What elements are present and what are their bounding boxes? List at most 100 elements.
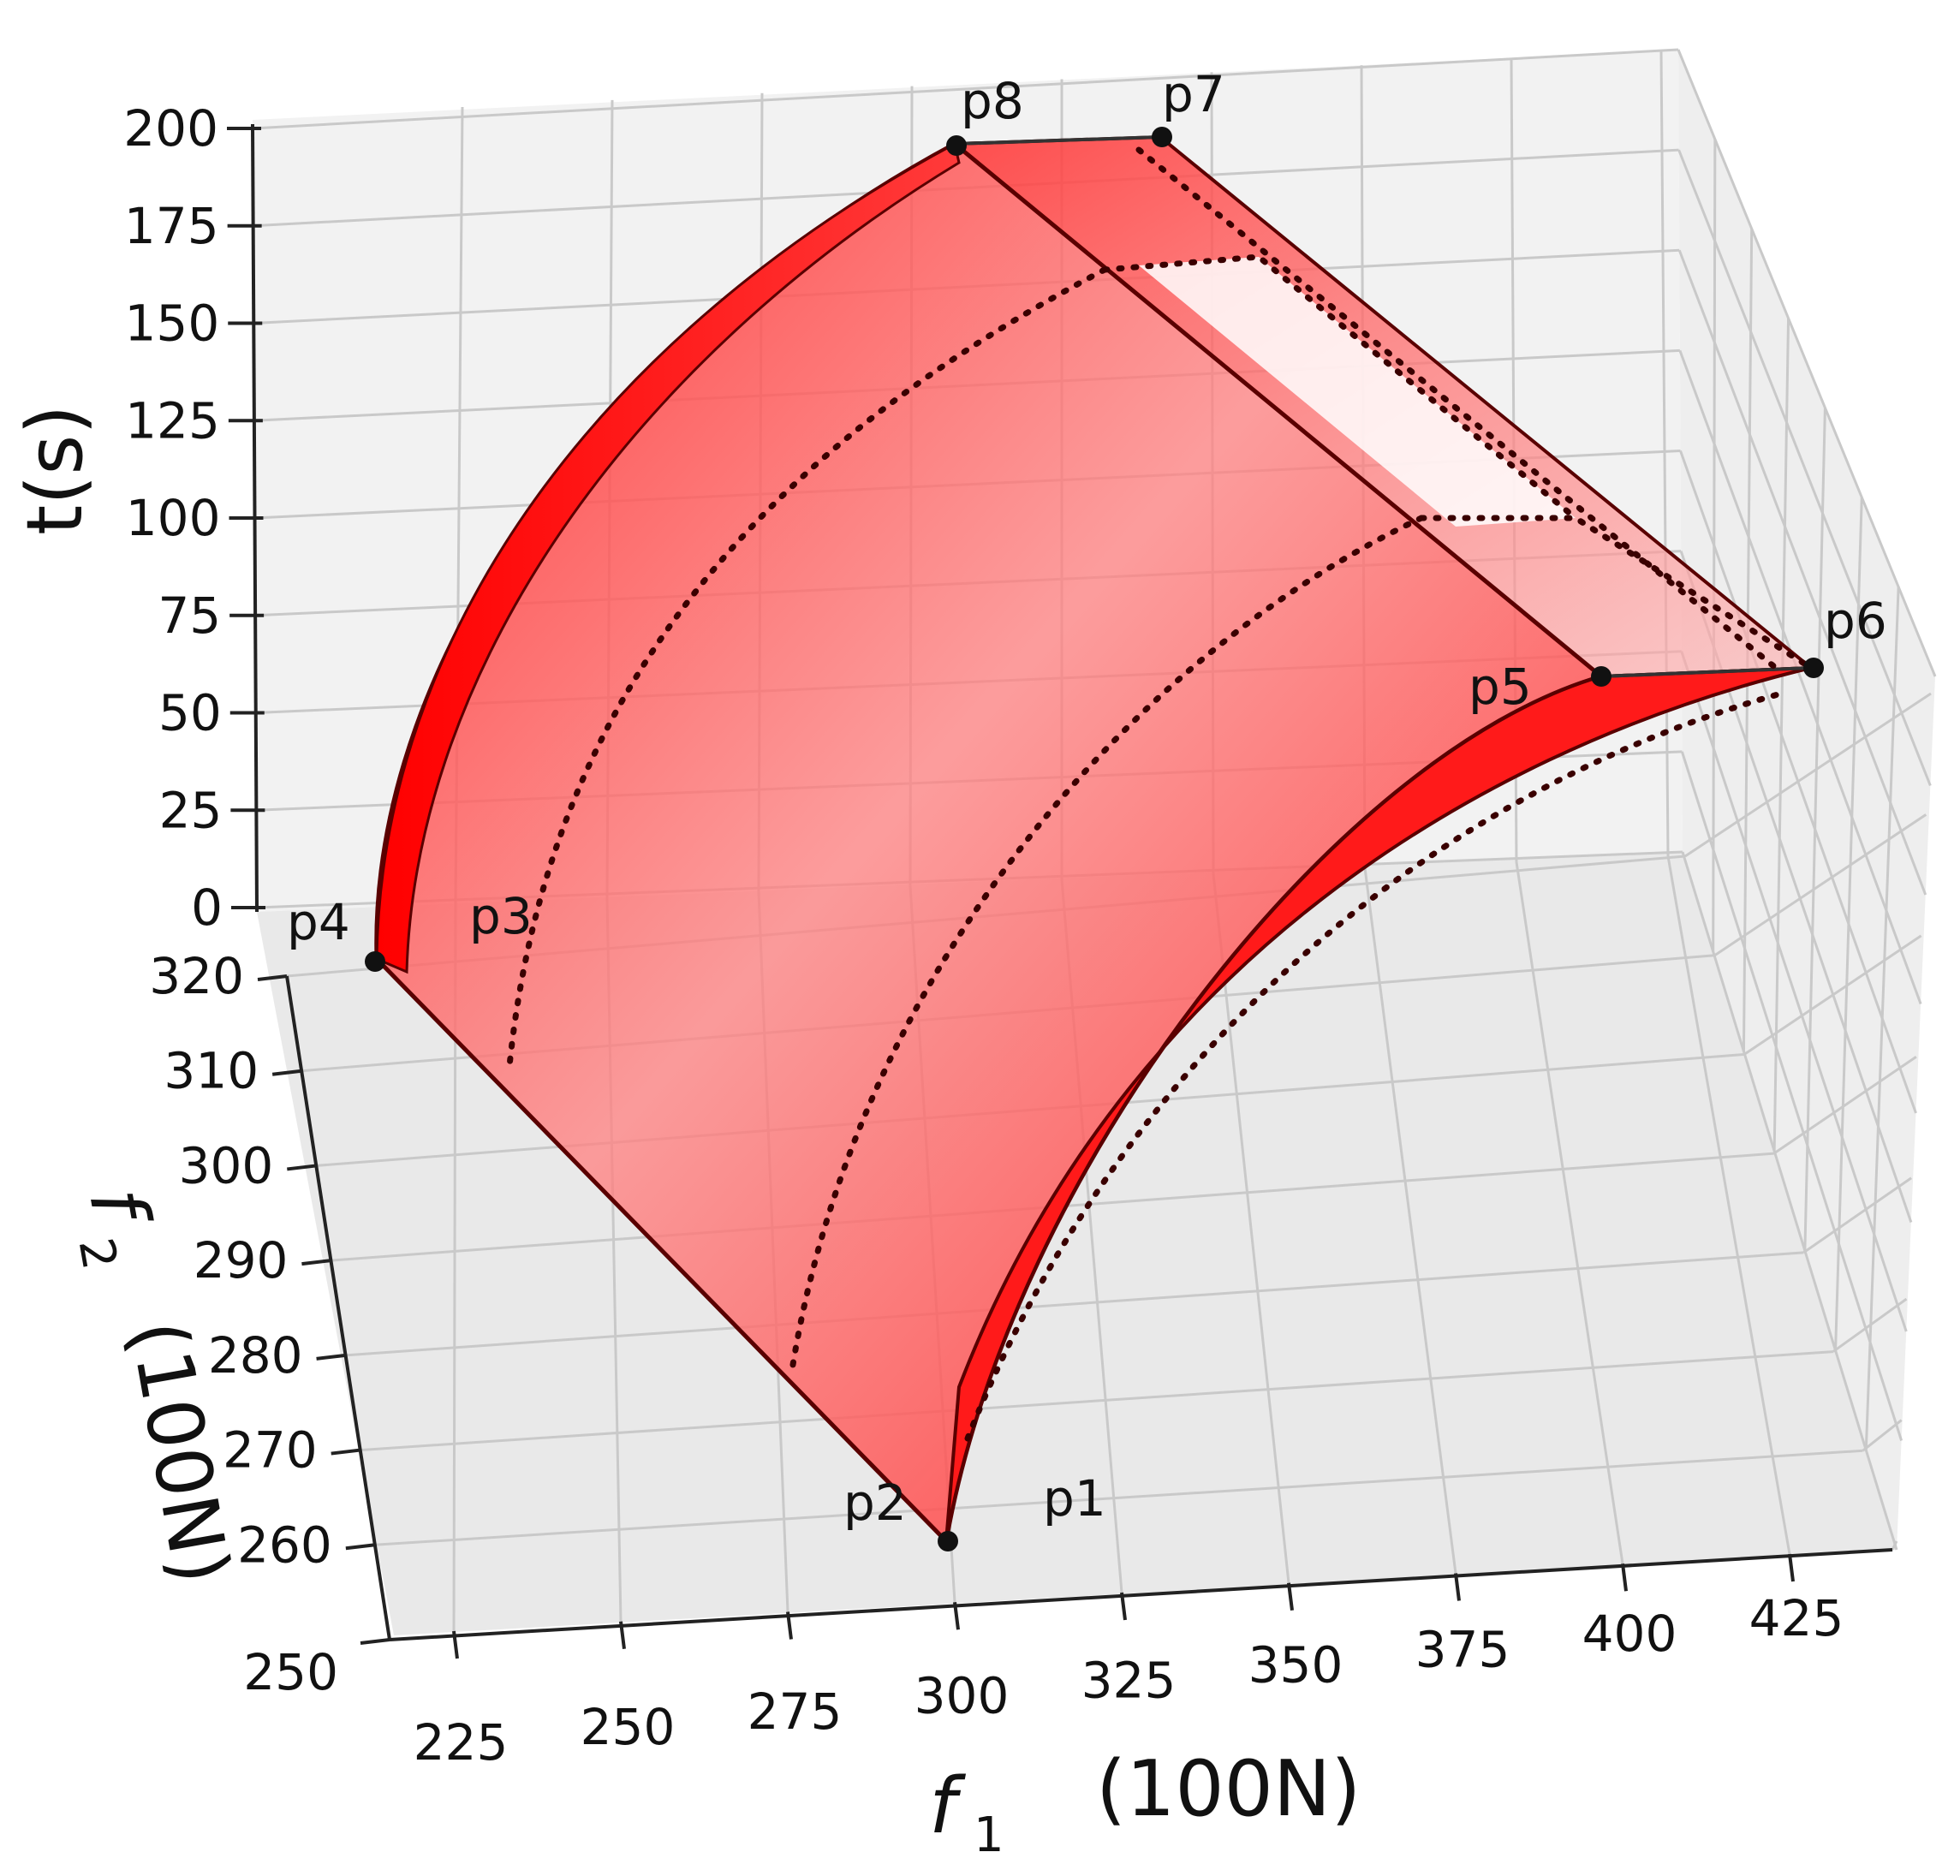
y-gridline-floor <box>345 1251 1804 1357</box>
y-tick <box>331 1448 360 1456</box>
x-tick <box>619 1621 626 1649</box>
x-axis-line <box>389 1548 1893 1641</box>
point-marker-p7 <box>1152 127 1172 147</box>
edge-p5-p6 <box>1600 666 1812 678</box>
y-gridline-right <box>1713 813 1927 956</box>
y-tick <box>301 1259 331 1266</box>
y-tick-label: 310 <box>164 1042 259 1100</box>
x-tick-label: 250 <box>581 1698 676 1756</box>
x-axis-label: f 1 (100N) <box>929 1744 1361 1863</box>
y-axis-symbol: f <box>71 1182 166 1236</box>
z-gridline-right <box>1681 851 1898 1551</box>
z-axis-text: t(s) <box>10 405 100 535</box>
x-gridline-floor <box>1212 873 1290 1583</box>
z-tick-label: 25 <box>159 781 223 839</box>
right-wall-gridline <box>1803 408 1826 1251</box>
point-marker-p5 <box>1591 666 1611 687</box>
y-gridline-right <box>1684 692 1932 858</box>
y-tick-label: 270 <box>223 1421 318 1480</box>
tick-layer: 0 25 50 75 100 125 150 175 200 225 250 275 300 325 350… <box>123 99 1844 1772</box>
point-marker-p6 <box>1803 658 1824 678</box>
x-axis-symbol: f <box>929 1761 967 1851</box>
x-tick <box>786 1611 793 1640</box>
point-marker-p2 <box>938 1531 958 1551</box>
point-label-p6: p6 <box>1824 592 1887 650</box>
z-tick-label: 200 <box>123 99 218 158</box>
z-gridline <box>252 48 1679 130</box>
z-gridline-right <box>1677 149 1932 787</box>
y-gridline-right <box>1862 1419 1903 1452</box>
x-tick-label: 375 <box>1415 1620 1510 1678</box>
dotted-curve-mid <box>789 515 1425 1373</box>
x-tick <box>1454 1573 1461 1601</box>
right-wall-gridline <box>1864 587 1900 1450</box>
z-tick-label: 125 <box>125 391 220 450</box>
y-gridline-right <box>1743 934 1922 1056</box>
z-tick-label: 0 <box>191 878 223 937</box>
y-tick <box>287 1164 317 1171</box>
y-tick-label: 320 <box>149 947 244 1005</box>
x-tick-label: 400 <box>1582 1605 1677 1663</box>
x-tick-label: 225 <box>414 1713 509 1772</box>
dotted-top-line-2 <box>1418 515 1814 671</box>
z-gridline-right <box>1678 349 1922 1005</box>
point-marker-p4 <box>365 951 385 972</box>
z-tick-label: 100 <box>126 489 221 547</box>
point-label-p1: p1 <box>1043 1469 1106 1528</box>
z-tick-label: 75 <box>158 587 221 645</box>
point-marker-p8 <box>946 135 967 156</box>
x-gridline-floor <box>1363 867 1457 1574</box>
point-label-p8: p8 <box>961 72 1024 130</box>
x-tick-label: 325 <box>1081 1652 1177 1710</box>
x-axis-unit: (100N) <box>1096 1744 1361 1834</box>
x-tick-label: 275 <box>748 1682 843 1741</box>
z-tick-label: 50 <box>158 684 222 742</box>
z-gridline-right <box>1680 651 1908 1332</box>
x-gridline-back <box>1659 51 1670 857</box>
dotted-curves <box>506 146 1814 1442</box>
y-tick-label: 280 <box>208 1326 303 1385</box>
y-gridline-right <box>1772 1056 1917 1155</box>
x-tick <box>1621 1563 1628 1592</box>
point-layer: p1 p2 p3 p4 p5 p6 p7 p8 <box>287 65 1887 1551</box>
x-tick-label: 425 <box>1749 1589 1844 1647</box>
y-gridline-right <box>1891 1540 1898 1551</box>
y-tick-label: 290 <box>194 1231 289 1289</box>
pareto-surface <box>374 134 1816 1546</box>
z-tick-label: 150 <box>125 295 220 353</box>
y-tick <box>271 1069 302 1076</box>
x-tick <box>1788 1553 1795 1582</box>
right-wall-gridline <box>1712 139 1717 952</box>
point-label-p3: p3 <box>469 887 533 945</box>
z-tick-label: 175 <box>124 197 219 255</box>
y-tick <box>360 1638 390 1645</box>
y-tick-label: 250 <box>243 1643 338 1701</box>
z-gridline-right <box>1677 49 1937 677</box>
y-tick-label: 260 <box>237 1516 332 1574</box>
left-rim <box>375 141 961 974</box>
x-tick <box>452 1630 459 1659</box>
y-gridline-floor <box>374 1449 1863 1546</box>
top-strip-window <box>1139 257 1576 527</box>
edge-p8-p7 <box>954 135 1161 146</box>
x-gridline-floor <box>1515 861 1624 1564</box>
right-wall-gridline <box>1834 497 1863 1351</box>
y-gridline-floor <box>360 1350 1833 1452</box>
x-tick-label: 350 <box>1248 1635 1343 1694</box>
y-tick <box>257 974 288 981</box>
x-tick <box>1120 1592 1127 1621</box>
x-gridline-floor <box>1666 855 1791 1555</box>
dotted-bottom-band <box>964 690 1784 1442</box>
dotted-curve-left <box>506 266 1108 1069</box>
x-tick <box>1287 1582 1294 1611</box>
x-axis-subscript: 1 <box>974 1808 1004 1863</box>
point-label-p4: p4 <box>287 893 350 951</box>
y-tick <box>316 1353 346 1361</box>
z-gridline-right <box>1680 751 1903 1441</box>
x-tick-label: 300 <box>914 1667 1010 1725</box>
right-pane <box>1678 50 1935 1550</box>
point-label-p5: p5 <box>1469 658 1532 716</box>
z-axis-label: t(s) <box>10 405 100 535</box>
y-tick-label: 300 <box>179 1136 274 1194</box>
